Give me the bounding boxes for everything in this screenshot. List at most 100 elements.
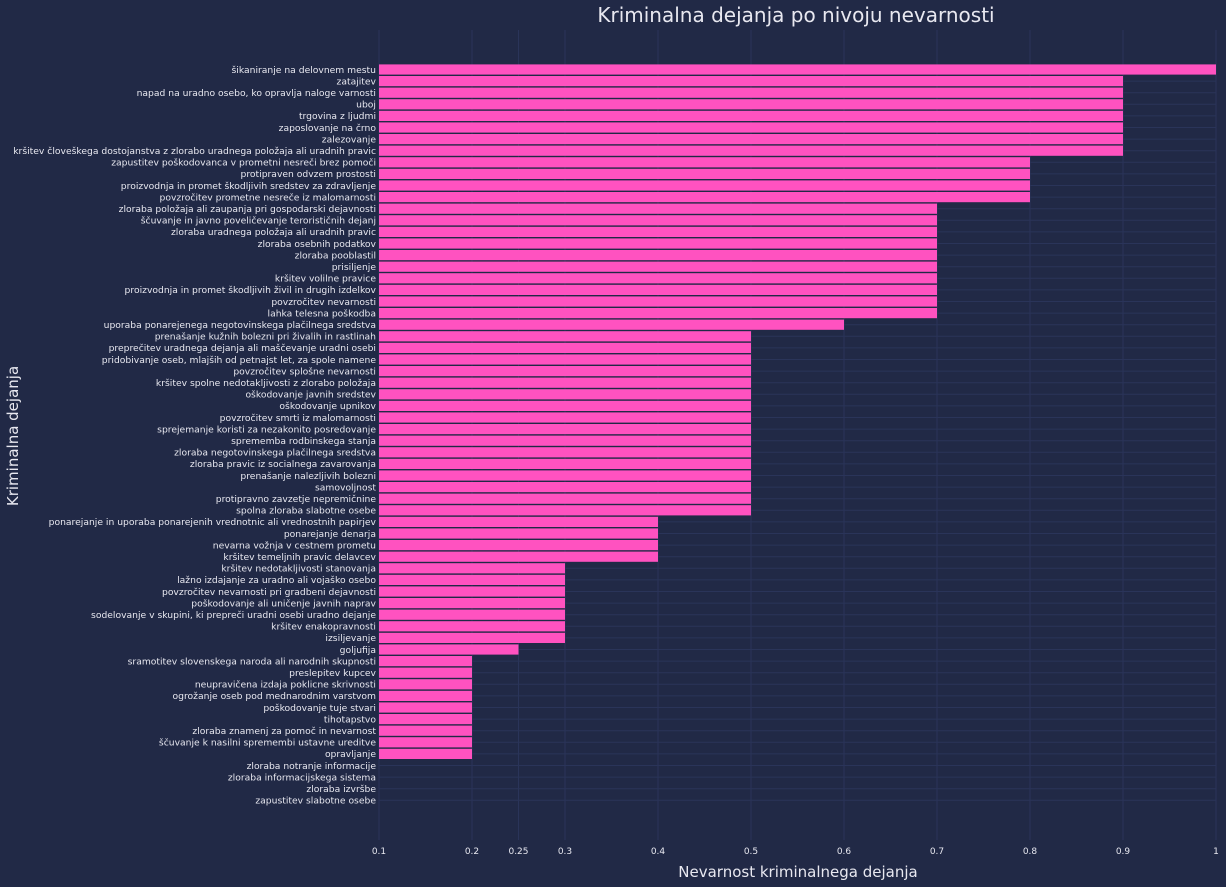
bar: [379, 122, 1123, 133]
category-label: lažno izdajanje za uradno ali vojaško os…: [177, 575, 376, 586]
bar: [379, 621, 565, 632]
bar: [379, 261, 937, 272]
x-tick-label: 0.1: [372, 847, 386, 857]
bar: [379, 64, 1216, 75]
bar: [379, 516, 658, 527]
bar: [379, 400, 751, 411]
bar: [379, 308, 937, 319]
bar: [379, 76, 1123, 87]
x-tick-label: 0.2: [465, 847, 479, 857]
category-label: zloraba osebnih podatkov: [258, 239, 377, 250]
category-label: napad na uradno osebo, ko opravlja nalog…: [137, 88, 376, 99]
x-tick-label: 0.9: [1116, 847, 1131, 857]
category-label: kršitev volilne pravice: [275, 274, 376, 285]
bar: [379, 679, 472, 690]
bar: [379, 470, 751, 481]
bar: [379, 458, 751, 469]
bar: [379, 632, 565, 643]
category-label: zloraba pooblastil: [295, 250, 376, 261]
bar: [379, 331, 751, 342]
category-label: kršitev spolne nedotakljivosti z zlorabo…: [156, 378, 376, 389]
category-label: protipravno zavzetje nepremičnine: [216, 494, 377, 505]
bar: [379, 168, 1030, 179]
x-tick-label: 0.4: [651, 847, 666, 857]
bar: [379, 273, 937, 284]
bar: [379, 574, 565, 585]
category-label: oškodovanje javnih sredstev: [245, 390, 376, 401]
category-label: ščuvanje k nasilni spremembi ustavne ure…: [159, 738, 376, 749]
x-tick-label: 0.5: [744, 847, 758, 857]
chart-title: Kriminalna dejanja po nivoju nevarnosti: [597, 3, 994, 27]
bar: [379, 667, 472, 678]
category-label: samovoljnost: [315, 482, 376, 493]
bar: [379, 493, 751, 504]
category-label: zapustitev slabotne osebe: [255, 796, 376, 807]
category-label: povzročitev prometne nesreče iz malomarn…: [160, 192, 377, 203]
x-tick-labels: 0.1 0.2 0.25 0.3 0.4 0.5 0.6 0.7 0.8 0.9 1: [372, 847, 1219, 857]
bar: [379, 505, 751, 516]
category-label: ponarejanje denarja: [284, 529, 376, 540]
bar: [379, 319, 844, 330]
category-label: opravljanje: [325, 749, 376, 760]
bar: [379, 737, 472, 748]
bar: [379, 528, 658, 539]
bar: [379, 296, 937, 307]
bar: [379, 99, 1123, 110]
category-label: lahka telesna poškodba: [268, 308, 376, 319]
category-label: prisiljenje: [332, 262, 377, 273]
category-label: spolna zloraba slabotne osebe: [236, 506, 376, 517]
category-label: povzročitev nevarnosti: [271, 297, 376, 308]
bar: [379, 87, 1123, 98]
bar: [379, 157, 1030, 168]
category-label: ogrožanje oseb pod mednarodnim varstvom: [173, 691, 377, 702]
category-label: zalezovanje: [322, 134, 377, 145]
bar: [379, 238, 937, 249]
bar: [379, 389, 751, 400]
category-label: zaposlovanje na črno: [279, 123, 377, 134]
x-tick-label: 0.8: [1023, 847, 1038, 857]
bar: [379, 540, 658, 551]
category-label: izsiljevanje: [325, 633, 376, 644]
category-label: trgovina z ljudmi: [299, 111, 376, 122]
category-label: protipraven odvzem prostosti: [241, 169, 376, 180]
bar: [379, 215, 937, 226]
category-label: proizvodnja in promet škodljivih živil i…: [125, 285, 377, 296]
category-label: ščuvanje in javno poveličevanje terorist…: [141, 216, 376, 227]
x-tick-label: 0.7: [930, 847, 944, 857]
x-tick-label: 0.6: [837, 847, 852, 857]
category-label: zloraba negotovinskega plačilnega sredst…: [174, 448, 376, 459]
bar: [379, 725, 472, 736]
bar: [379, 342, 751, 353]
category-label: kršitev nedotakljivosti stanovanja: [221, 564, 376, 575]
bar: [379, 586, 565, 597]
category-label: sprememba rodbinskega stanja: [231, 436, 376, 447]
bar: [379, 598, 565, 609]
bar: [379, 714, 472, 725]
category-label: tihotapstvo: [324, 714, 376, 725]
category-label: poškodovanje ali uničenje javnih naprav: [191, 598, 376, 609]
bar: [379, 435, 751, 446]
x-tick-label: 0.25: [508, 847, 528, 857]
bar: [379, 134, 1123, 145]
category-label: proizvodnja in promet škodljivih sredste…: [121, 181, 377, 192]
bar: [379, 377, 751, 388]
category-label: sramotitev slovenskega naroda ali narodn…: [128, 656, 376, 667]
bar: [379, 203, 937, 214]
bar: [379, 609, 565, 620]
category-label: uboj: [356, 100, 376, 111]
bar: [379, 180, 1030, 191]
category-label: zloraba znamenj za pomoč in nevarnost: [192, 726, 376, 737]
category-label: zloraba položaja ali zaupanja pri gospod…: [119, 204, 376, 215]
category-label: zloraba informacijskega sistema: [228, 772, 376, 783]
category-label: kršitev človeškega dostojanstva z zlorab…: [13, 146, 376, 157]
category-label: goljufija: [340, 645, 376, 656]
bar: [379, 424, 751, 435]
bar: [379, 748, 472, 759]
bar: [379, 284, 937, 295]
bar: [379, 226, 937, 237]
category-label: zloraba pravic iz socialnega zavarovanja: [190, 459, 376, 470]
category-label: zatajitev: [337, 76, 377, 87]
bar: [379, 551, 658, 562]
